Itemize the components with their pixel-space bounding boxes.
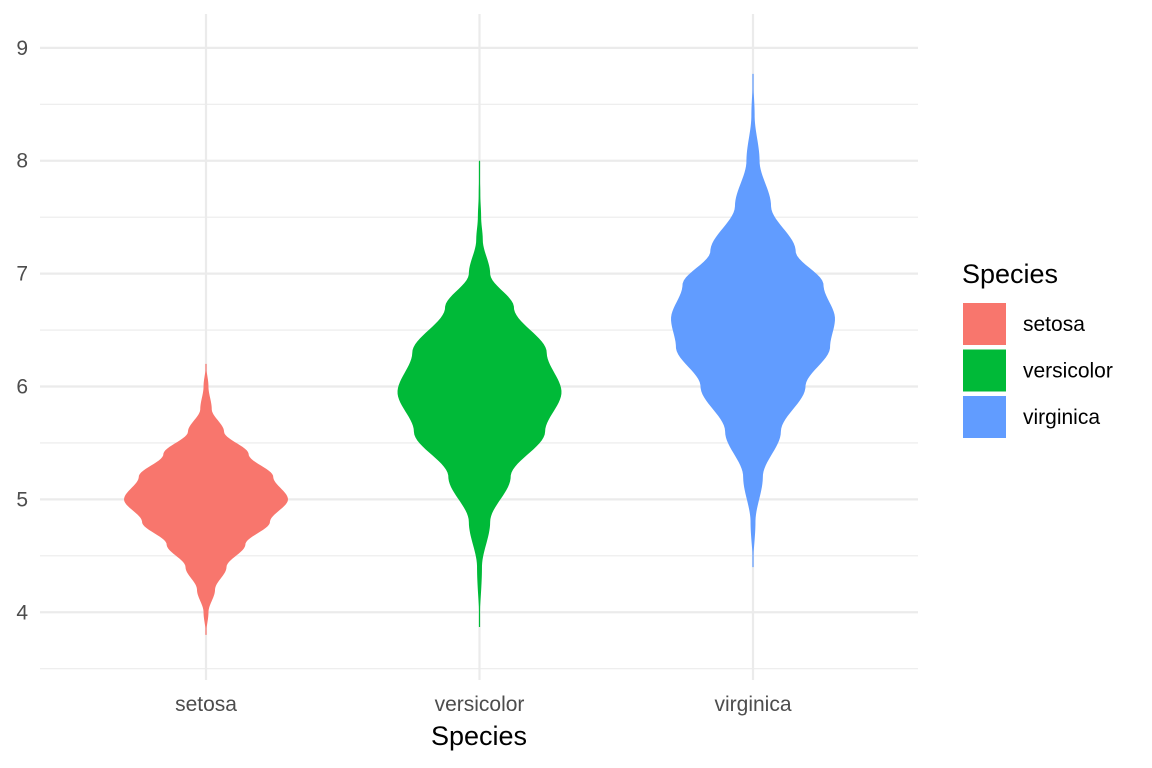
- legend-title: Species: [962, 259, 1058, 289]
- violin-setosa: [124, 363, 288, 635]
- x-tick-label-setosa: setosa: [175, 693, 237, 716]
- x-axis-title: Species: [431, 721, 527, 751]
- y-tick-label: 7: [16, 263, 28, 286]
- legend-label-setosa: setosa: [1023, 313, 1085, 336]
- legend: Species setosa versicolor virginica: [962, 259, 1113, 438]
- violin-virginica: [671, 73, 835, 568]
- y-tick-label: 4: [16, 601, 28, 624]
- legend-swatch-versicolor: [963, 349, 1006, 392]
- x-axis-ticks: setosa versicolor virginica: [175, 693, 792, 716]
- legend-swatch-virginica: [963, 396, 1006, 438]
- violin-versicolor: [397, 160, 562, 627]
- x-tick-label-virginica: virginica: [714, 693, 791, 716]
- y-tick-label: 6: [16, 376, 28, 399]
- violins: [124, 73, 835, 635]
- x-tick-label-versicolor: versicolor: [435, 693, 525, 716]
- legend-label-virginica: virginica: [1023, 406, 1100, 429]
- legend-swatch-setosa: [963, 303, 1006, 345]
- legend-items: setosa versicolor virginica: [963, 303, 1113, 438]
- y-tick-label: 8: [16, 150, 28, 173]
- legend-label-versicolor: versicolor: [1023, 360, 1113, 383]
- y-tick-label: 9: [16, 37, 28, 60]
- y-tick-label: 5: [16, 488, 28, 511]
- y-axis-ticks: 4 5 6 7 8 9: [16, 37, 28, 624]
